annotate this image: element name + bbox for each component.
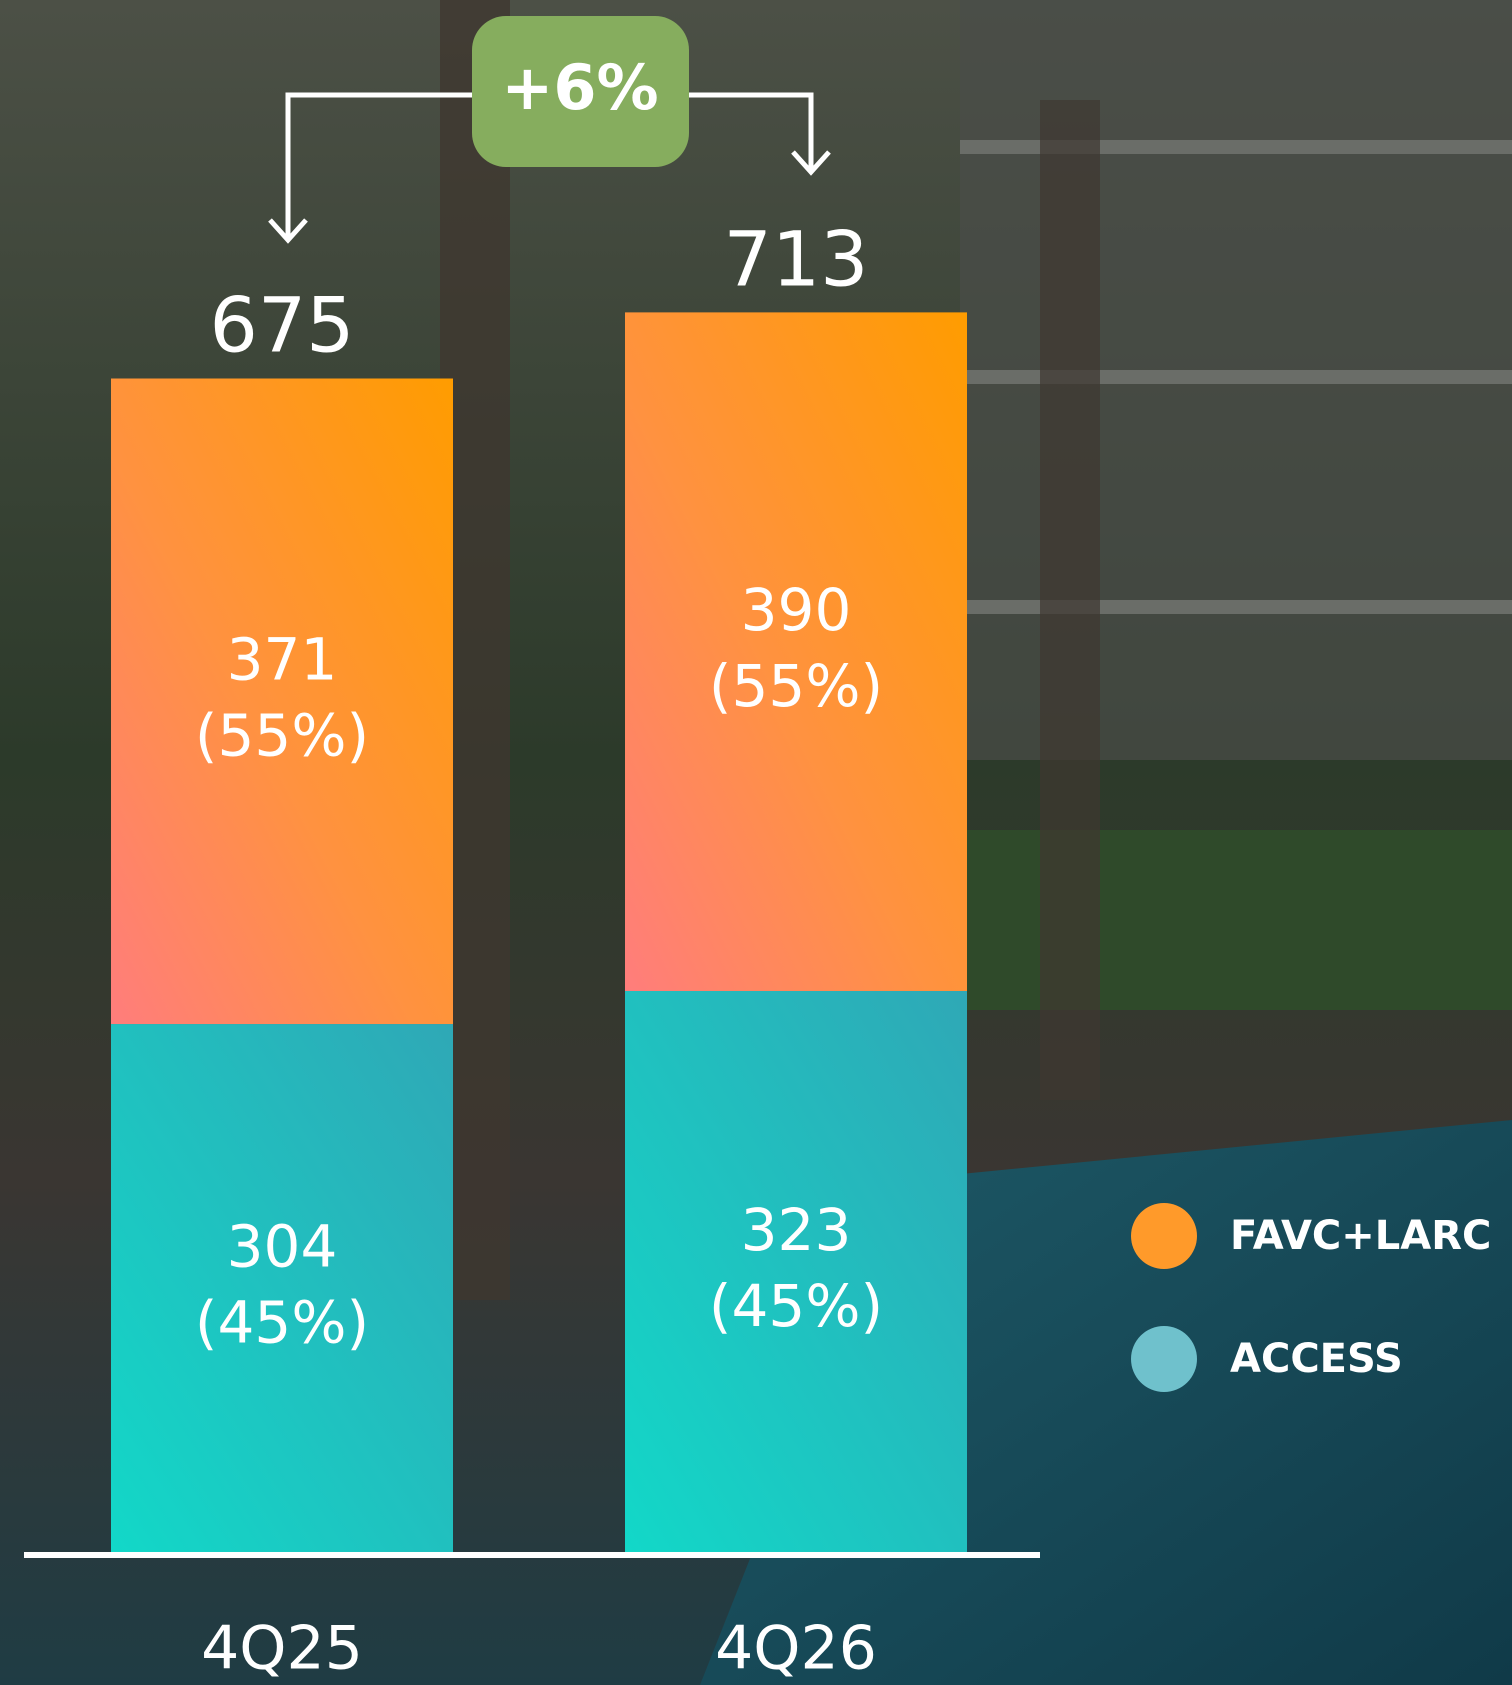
segment-value-label: 304: [227, 1213, 338, 1281]
legend-label: ACCESS: [1230, 1336, 1403, 1382]
legend-label: FAVC+LARC: [1230, 1213, 1491, 1259]
growth-annotation: +6%: [268, 16, 831, 244]
total-label: 713: [723, 214, 868, 303]
legend-marker: [1131, 1203, 1197, 1269]
x-tick-label: 4Q26: [715, 1614, 877, 1684]
bar-segment: [111, 378, 453, 1025]
segment-share-label: (45%): [195, 1289, 369, 1357]
total-label: 675: [209, 280, 354, 369]
segment-value-label: 323: [741, 1196, 852, 1264]
bar-segment: [111, 1024, 453, 1553]
bar-segment: [625, 990, 967, 1553]
x-tick-label: 4Q25: [201, 1614, 363, 1684]
bar-segment: [625, 312, 967, 991]
segment-share-label: (55%): [195, 701, 369, 769]
segment-value-label: 371: [227, 625, 338, 693]
segment-share-label: (45%): [709, 1272, 883, 1340]
segment-share-label: (55%): [709, 652, 883, 720]
annotation-label: +6%: [501, 51, 658, 124]
segment-value-label: 390: [741, 576, 852, 644]
legend-marker: [1131, 1326, 1197, 1392]
